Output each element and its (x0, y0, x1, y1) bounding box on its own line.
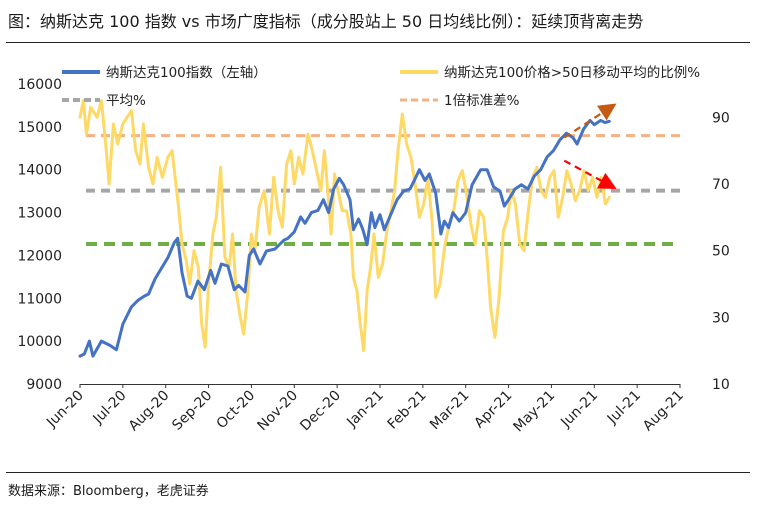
x-tick-label: Mar-21 (427, 388, 473, 434)
legend-label-average: 平均% (106, 93, 146, 109)
y-right-tick-label: 90 (712, 110, 730, 126)
source-note: 数据来源：Bloomberg，老虎证券 (8, 484, 209, 499)
x-tick-label: Jul-21 (604, 388, 644, 428)
axes-layer: 9000 10000 11000 12000 13000 14000 15000 16000 1… (17, 77, 729, 435)
x-tick-label: Feb-21 (385, 388, 430, 433)
x-tick-label: Jul-20 (90, 388, 130, 428)
legend: 纳斯达克100指数（左轴） 纳斯达克100价格>50日移动平均的比例% 平均% 1倍标… (62, 65, 700, 109)
x-tick-label: Aug-20 (126, 388, 173, 435)
x-tick-label: Jan-21 (343, 388, 386, 431)
x-tick-label: May-21 (510, 388, 558, 436)
y-left-tick-label: 15000 (17, 120, 62, 136)
y-left-tick-label: 16000 (17, 77, 62, 93)
y-left-tick-label: 11000 (17, 291, 62, 307)
trend-arrow-down (563, 159, 617, 190)
trend-arrow-up (563, 103, 617, 139)
y-right-tick-label: 30 (712, 310, 730, 326)
x-tick-label: Aug-21 (640, 388, 687, 435)
top-rule (6, 42, 750, 43)
x-tick-label: Jun-21 (557, 388, 601, 432)
x-tick-label: Oct-20 (214, 388, 259, 433)
legend-label-breadth: 纳斯达克100价格>50日移动平均的比例% (444, 65, 700, 81)
y-right-tick-label: 70 (712, 177, 730, 193)
legend-label-std: 1倍标准差% (444, 93, 520, 109)
x-tick-label: Jun-20 (43, 388, 87, 432)
y-left-tick-label: 10000 (17, 334, 62, 350)
y-left-tick-label: 12000 (17, 248, 62, 264)
x-tick-label: Dec-20 (297, 388, 344, 435)
y-left-tick-label: 13000 (17, 206, 62, 222)
legend-label-index: 纳斯达克100指数（左轴） (106, 65, 267, 81)
series-line-breadth (78, 99, 611, 353)
bottom-rule (6, 472, 750, 473)
series-layer (78, 99, 611, 358)
arrows-layer (563, 103, 617, 190)
y-left-tick-label: 14000 (17, 163, 62, 179)
x-tick-label: Apr-21 (471, 388, 515, 432)
y-right-tick-label: 10 (712, 377, 730, 393)
y-left-tick-label: 9000 (26, 377, 62, 393)
y-right-tick-label: 50 (712, 244, 730, 260)
x-tick-label: Sep-20 (169, 388, 215, 434)
chart-title: 图：纳斯达克 100 指数 vs 市场广度指标（成分股站上 50 日均线比例）：… (8, 12, 644, 31)
series-line-index (78, 118, 611, 358)
x-tick-label: Nov-20 (255, 388, 302, 435)
